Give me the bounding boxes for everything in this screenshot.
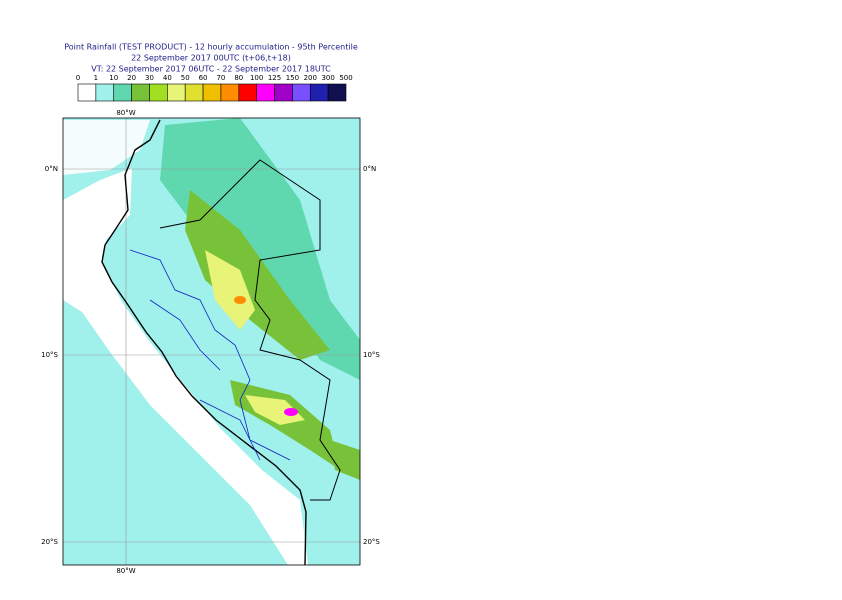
legend-label: 500 <box>339 74 352 82</box>
rain-peak <box>234 296 246 304</box>
legend-label: 150 <box>286 74 299 82</box>
legend-label: 60 <box>199 74 208 82</box>
title-line: Point Rainfall (TEST PRODUCT) - 12 hourl… <box>64 43 358 52</box>
legend-swatch <box>220 83 240 102</box>
lat-label: 0°N <box>363 165 376 173</box>
rain-area <box>330 440 360 480</box>
rain-area <box>185 190 330 360</box>
legend-label: 50 <box>181 74 190 82</box>
legend-swatch <box>274 83 293 102</box>
rain-area <box>160 118 360 380</box>
legend-label: 70 <box>216 74 225 82</box>
title-line: 22 September 2017 00UTC (t+06,t+18) <box>131 54 291 63</box>
lat-label: 20°S <box>41 538 58 546</box>
legend-swatch <box>309 83 329 102</box>
lat-label: 0°N <box>45 165 58 173</box>
rain-area <box>205 250 255 330</box>
country-border <box>159 159 341 501</box>
legend-swatch <box>292 83 311 102</box>
legend-label: 10 <box>109 74 118 82</box>
region-border <box>129 249 291 461</box>
dry-area <box>63 168 308 565</box>
legend-label: 100 <box>250 74 263 82</box>
coastline <box>101 119 307 565</box>
lat-label: 10°S <box>41 351 58 359</box>
legend-swatch <box>77 83 97 102</box>
legend-swatch <box>113 83 132 102</box>
legend-label: 300 <box>321 74 334 82</box>
legend-swatch <box>256 83 275 102</box>
legend-swatch <box>131 83 150 102</box>
lat-label: 20°S <box>363 538 380 546</box>
legend-label: 30 <box>145 74 154 82</box>
lat-label: 10°S <box>363 351 380 359</box>
lon-label: 80°W <box>116 109 135 117</box>
legend-label: 200 <box>304 74 317 82</box>
legend-swatch <box>202 83 222 102</box>
rain-peak <box>284 408 298 416</box>
legend-label: 80 <box>234 74 243 82</box>
legend-label: 125 <box>268 74 281 82</box>
legend-label: 20 <box>127 74 136 82</box>
map <box>63 118 360 565</box>
rain-area <box>245 395 305 425</box>
map-frame <box>62 117 361 566</box>
legend-swatch <box>184 83 204 102</box>
legend-label: 1 <box>94 74 98 82</box>
legend-label: 0 <box>76 74 80 82</box>
legend-label: 40 <box>163 74 172 82</box>
legend-swatch <box>95 83 115 102</box>
legend-swatch <box>167 83 186 102</box>
legend-swatch <box>327 83 347 102</box>
dry-area <box>63 120 150 175</box>
legend-swatch <box>238 83 257 102</box>
legend-swatch <box>149 83 168 102</box>
title-line: VT: 22 September 2017 06UTC - 22 Septemb… <box>91 65 331 74</box>
lon-label: 80°W <box>116 567 135 575</box>
colorbar: 0 1 10 20 30 40 50 60 70 80 100 125 150 200 300 500 <box>76 74 353 102</box>
